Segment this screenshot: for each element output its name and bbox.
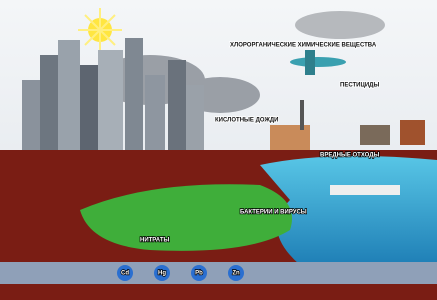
groundwater <box>0 262 437 284</box>
label: КИСЛОТНЫЕ ДОЖДИ <box>215 118 278 124</box>
label: ПЕСТИЦИДЫ <box>340 83 379 89</box>
label: НИТРАТЫ <box>140 238 169 244</box>
illustration: ХЛОРОРГАНИЧЕСКИЕ ХИМИЧЕСКИЕ ВЕЩЕСТВА ПЕС… <box>0 0 437 300</box>
metal-label: Pb <box>195 271 203 277</box>
metal-label: Zn <box>232 271 240 277</box>
ship <box>330 185 400 195</box>
label: ХЛОРОРГАНИЧЕСКИЕ ХИМИЧЕСКИЕ ВЕЩЕСТВА <box>230 43 377 49</box>
label: ВРЕДНЫЕ ОТХОДЫ <box>320 153 380 159</box>
metal-label: Cd <box>121 271 129 277</box>
metal-label: Hg <box>158 271 166 277</box>
label: БАКТЕРИИ И ВИРУСЫ <box>240 210 307 216</box>
